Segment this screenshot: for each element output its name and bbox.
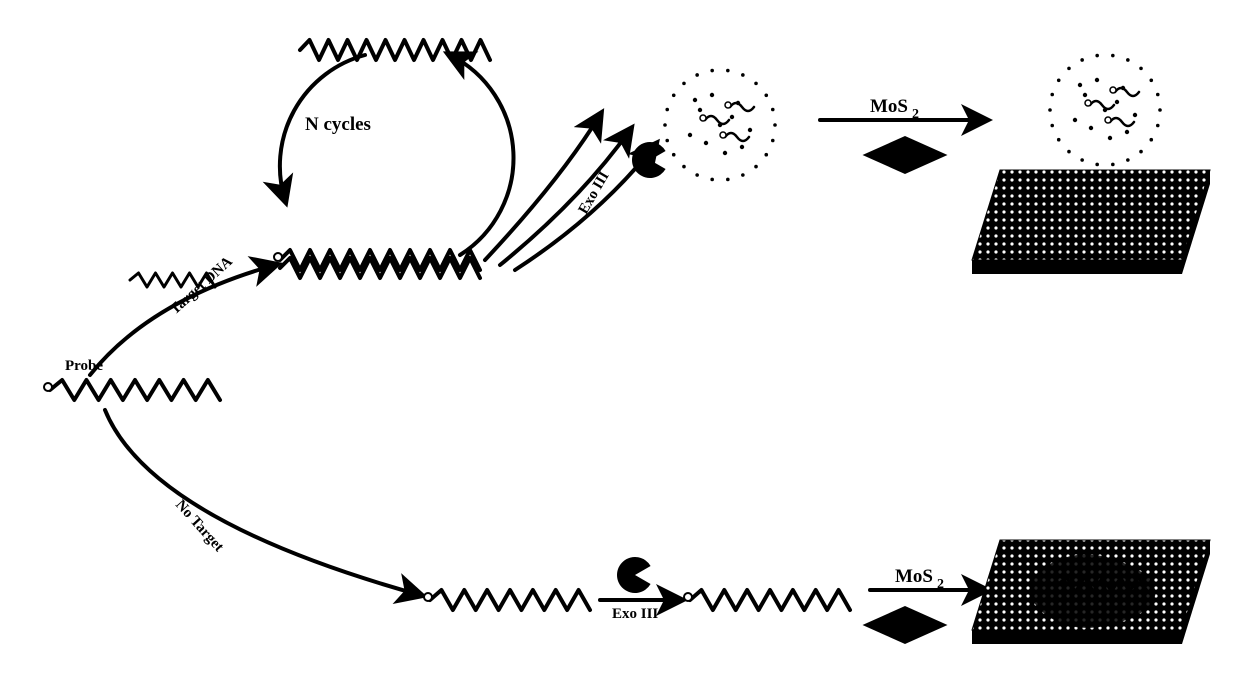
- dynamic-layer: [44, 40, 1210, 644]
- n-cycles-label: N cycles: [305, 114, 371, 135]
- target-dna-label: Target DNA: [167, 254, 236, 318]
- mos2-bottom-pre: MoS: [895, 566, 933, 587]
- diagram-canvas: Probe N cycles Target DNA No Target Exo …: [0, 0, 1240, 688]
- mos2-bottom-sub: 2: [937, 577, 944, 592]
- mos2-top-pre: MoS: [870, 96, 908, 117]
- mos2-top-sub: 2: [912, 107, 919, 122]
- exo3-bottom-label: Exo III: [612, 606, 658, 622]
- probe-label: Probe: [65, 358, 103, 374]
